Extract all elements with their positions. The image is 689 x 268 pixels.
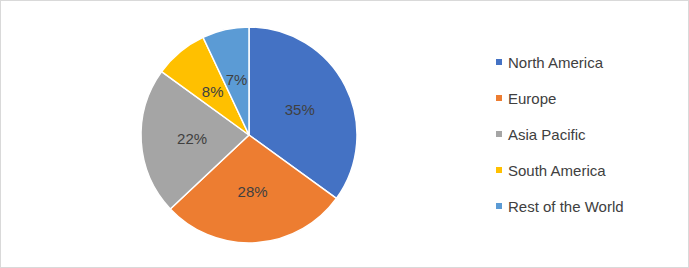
- svg-text:South America: South America: [508, 162, 606, 179]
- svg-text:22%: 22%: [177, 130, 207, 147]
- svg-text:Asia Pacific: Asia Pacific: [508, 126, 586, 143]
- svg-text:35%: 35%: [285, 101, 315, 118]
- svg-text:Europe: Europe: [508, 90, 556, 107]
- svg-text:Rest of the World: Rest of the World: [508, 198, 624, 215]
- svg-text:28%: 28%: [238, 183, 268, 200]
- svg-text:North America: North America: [508, 54, 604, 71]
- svg-text:8%: 8%: [202, 83, 224, 100]
- svg-text:7%: 7%: [226, 71, 248, 88]
